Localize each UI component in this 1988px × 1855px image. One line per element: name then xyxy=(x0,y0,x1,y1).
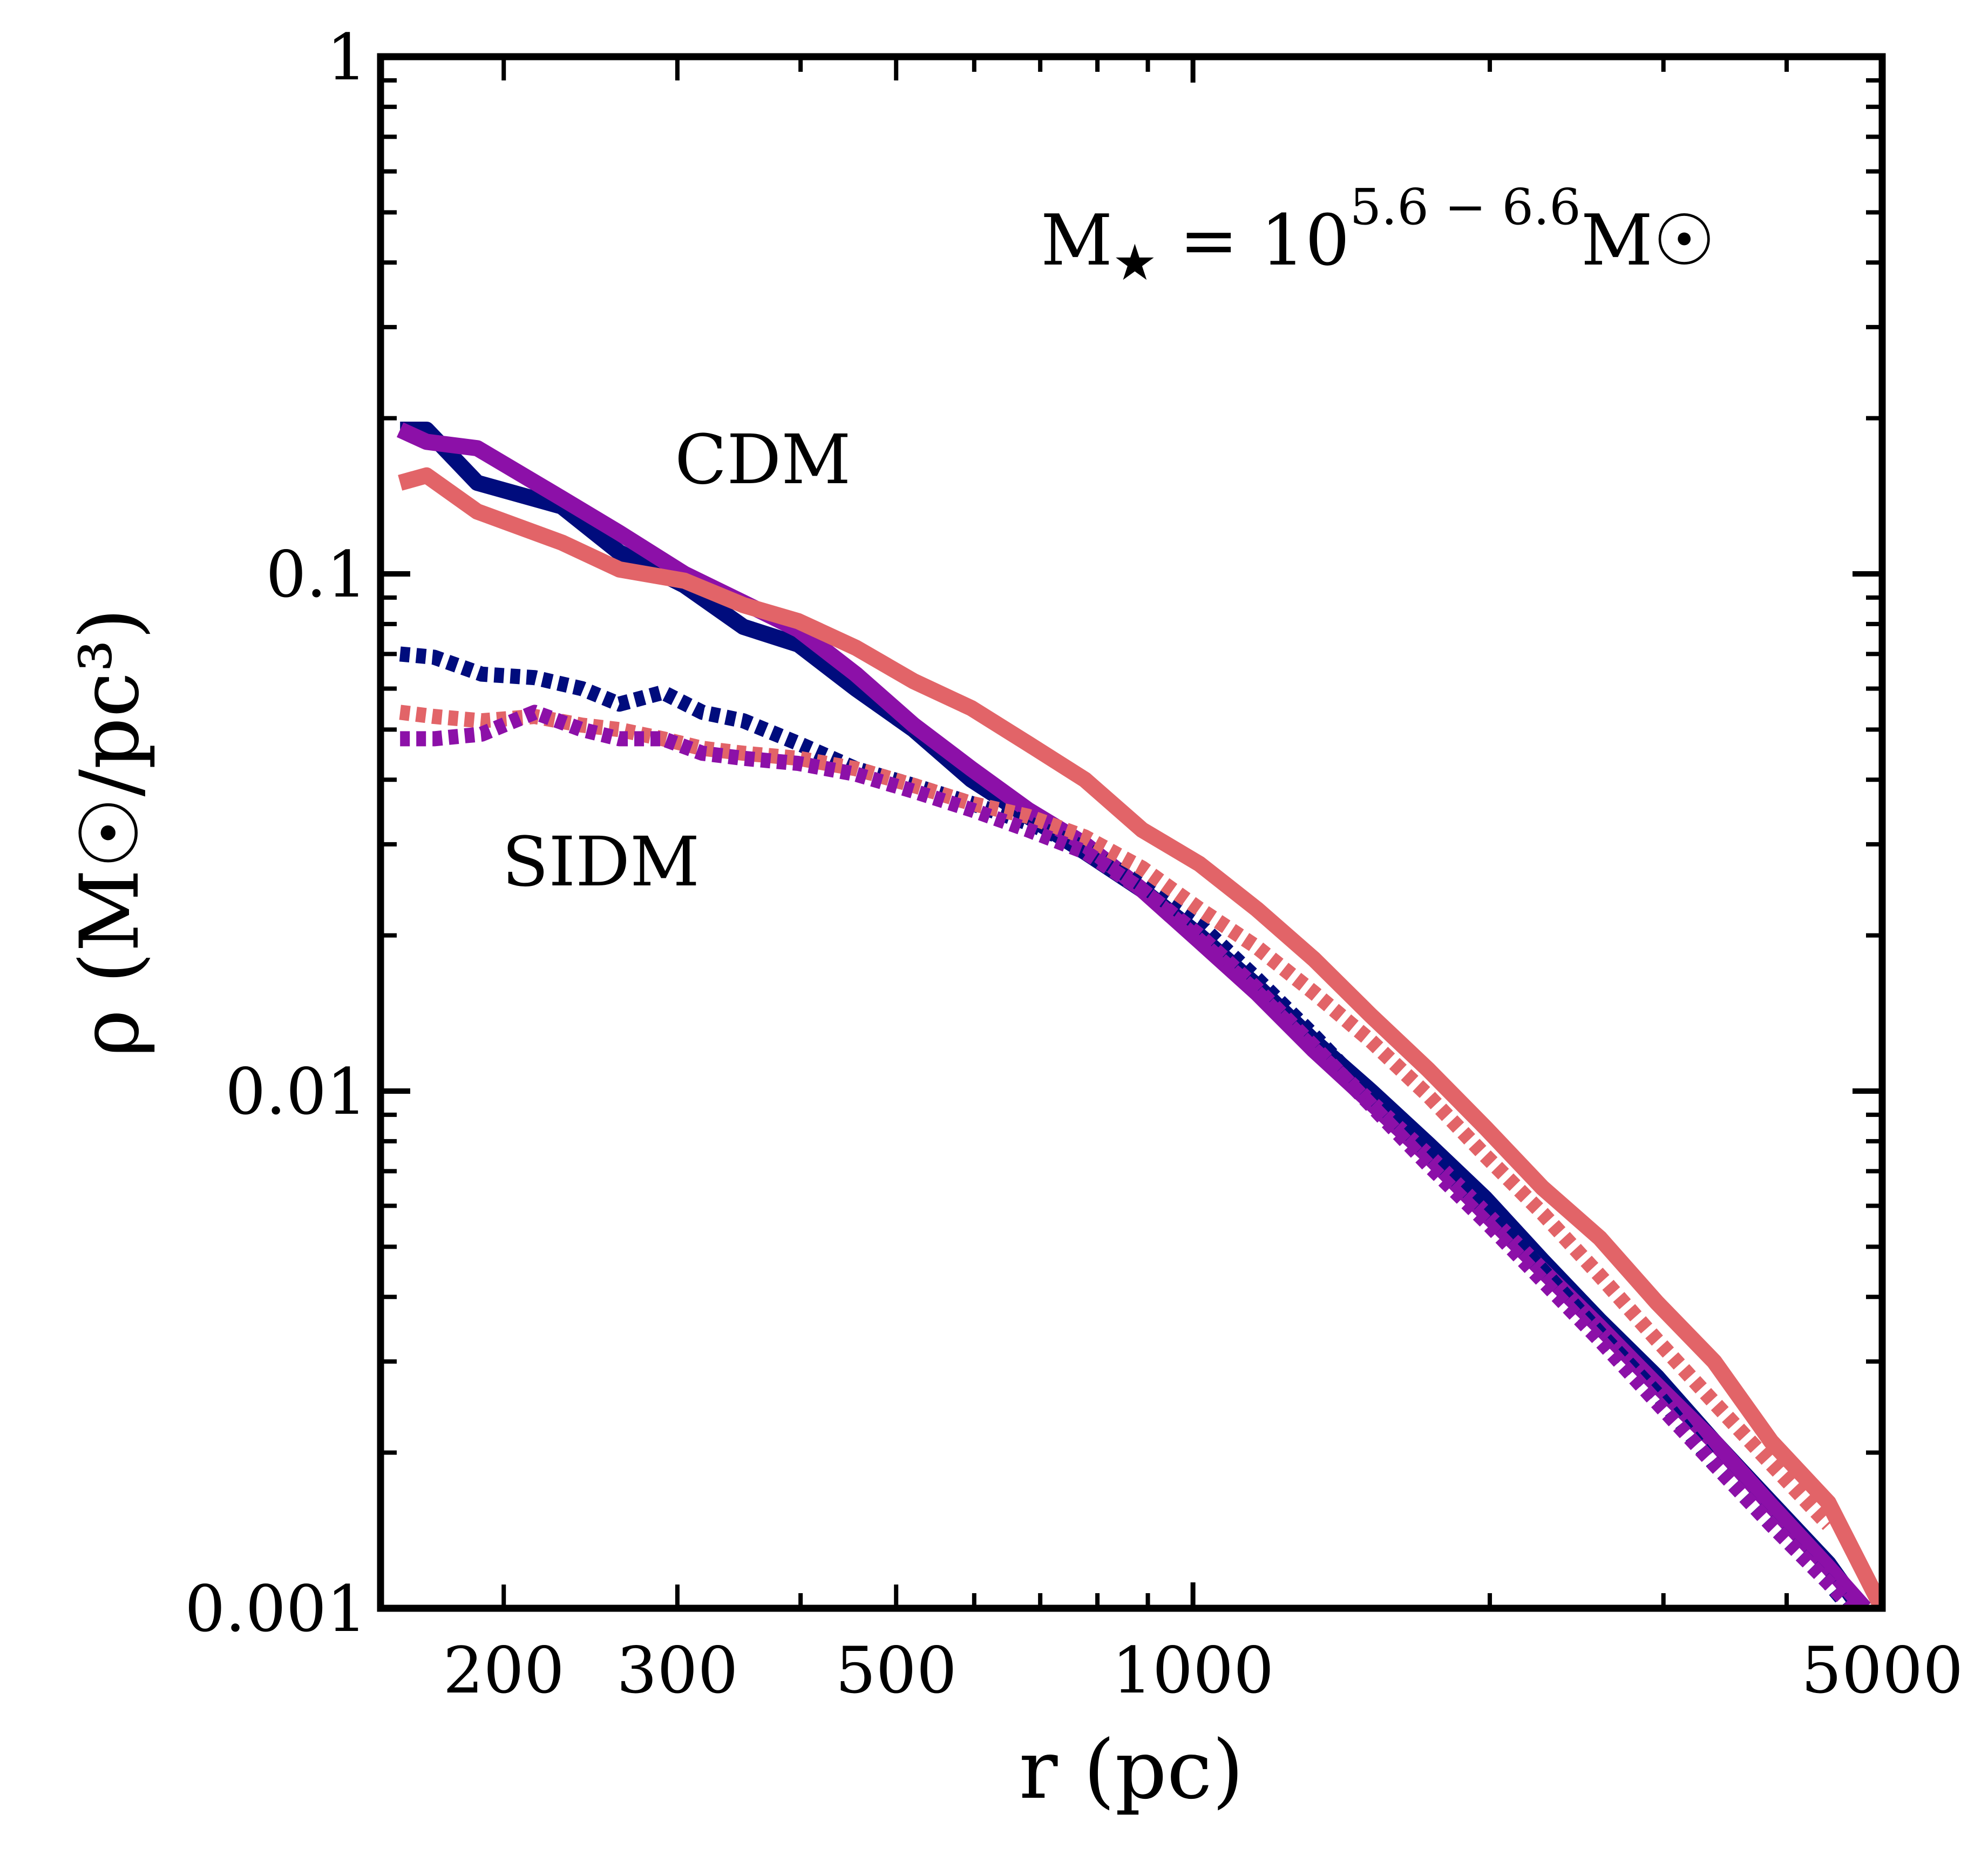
sidm-label: SIDM xyxy=(502,822,700,902)
series-layer xyxy=(396,422,1882,1608)
cdm-label: CDM xyxy=(675,420,851,499)
x-tick-label: 300 xyxy=(616,1633,738,1708)
stellar-mass-annotation: M★ = 105.6 − 6.6M☉ xyxy=(1041,178,1715,292)
series-line-2 xyxy=(396,422,1871,1608)
mstar-sub: ★ xyxy=(1112,234,1157,292)
x-tick-label: 500 xyxy=(836,1633,957,1708)
mstar-main: M xyxy=(1041,199,1112,281)
mstar-sup: 5.6 − 6.6 xyxy=(1350,178,1581,236)
y-axis-title: ρ (M☉/pc³) xyxy=(63,608,157,1057)
x-tick-label: 5000 xyxy=(1801,1633,1963,1708)
ticks-layer xyxy=(381,54,1882,1611)
series-line-6 xyxy=(400,705,1864,1608)
series-line-4 xyxy=(399,646,1861,1608)
series-line-5 xyxy=(399,705,1834,1531)
tick-labels-layer: 200 300 500 1000 5000 1 0.1 0.01 0.001 xyxy=(185,20,1963,1708)
y-tick-label: 0.001 xyxy=(185,1572,367,1646)
x-tick-label: 1000 xyxy=(1112,1633,1274,1708)
mstar-unit: M☉ xyxy=(1581,199,1716,281)
x-axis-title: r (pc) xyxy=(1019,1723,1244,1817)
series-line-1 xyxy=(400,422,1867,1608)
plot-frame xyxy=(377,53,1886,1612)
series-line-3 xyxy=(398,467,1882,1608)
y-tick-label: 0.1 xyxy=(266,537,367,612)
mstar-eq: = 10 xyxy=(1157,199,1350,281)
y-tick-label: 1 xyxy=(327,20,367,94)
y-tick-label: 0.01 xyxy=(225,1054,367,1129)
x-tick-label: 200 xyxy=(443,1633,565,1708)
